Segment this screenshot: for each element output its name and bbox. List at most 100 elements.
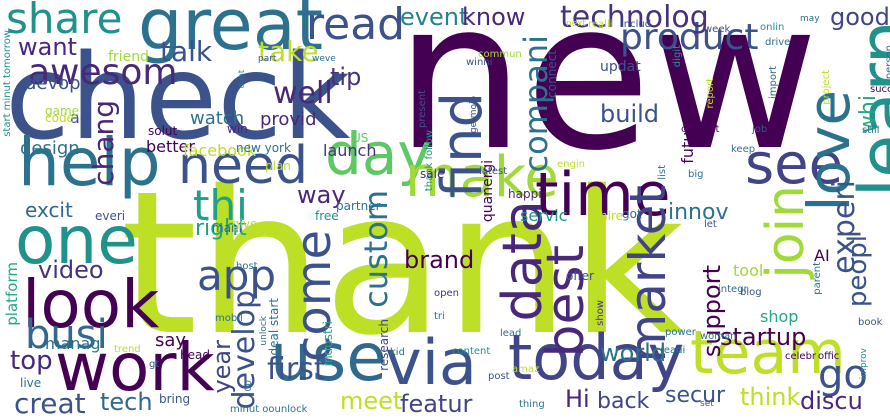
word-world: world [600, 339, 667, 367]
word-new: new [395, 0, 819, 196]
word-creat: creat [14, 387, 86, 420]
word-mani: mani [212, 221, 242, 235]
word-let: let [704, 219, 717, 230]
word-make: make [405, 145, 559, 210]
word-bring: bring [159, 392, 191, 406]
word-free: free [315, 209, 339, 223]
word-head: head [180, 348, 210, 362]
word-watch: watch [190, 108, 245, 129]
word-one: one [15, 202, 138, 279]
word-report: report [705, 78, 716, 109]
word-video: video [38, 256, 104, 284]
word-show: show [595, 300, 606, 326]
word-build: build [600, 100, 660, 128]
word-post: post [488, 371, 510, 382]
word-day: day [325, 120, 432, 188]
word-list: list [657, 165, 668, 180]
word-onlin: onlin [760, 22, 785, 33]
word-back: back [597, 389, 650, 414]
word-deal-start: deal start [267, 298, 281, 356]
word-provid: provid [260, 109, 317, 130]
word-want: want [18, 33, 77, 61]
word-right: right [195, 216, 247, 241]
word-time: time [535, 160, 671, 230]
word-thing: thing [519, 399, 545, 410]
word-technolog: technolog [560, 0, 709, 35]
word-platform: platform [3, 262, 21, 326]
word-top: top [10, 346, 53, 376]
word-celebr: celebr [785, 351, 817, 362]
word-ai: AI [814, 246, 830, 265]
word-hi: Hi [565, 385, 590, 413]
word-kid: kid [390, 347, 405, 358]
word-mobil: mobil [215, 313, 243, 324]
word-first: first [267, 352, 326, 387]
word-winni: winni [466, 57, 493, 68]
word-content: content [452, 346, 491, 357]
word-everi: everi [95, 209, 126, 223]
word-happi: happi [508, 187, 542, 201]
word-may: may [800, 14, 820, 24]
word-latest: latest [479, 166, 508, 177]
word-success: success [870, 84, 890, 95]
word-tech: tech [100, 388, 153, 416]
word-set: set [700, 399, 714, 409]
word-thank-follow: thank follow [424, 130, 435, 192]
word-solut: solut [148, 124, 178, 138]
word-project: project [821, 70, 832, 105]
word-keep: keep [731, 144, 756, 155]
word-amaz: amaz [512, 364, 540, 375]
word-launch: launch [323, 141, 377, 160]
word-take: take [258, 35, 319, 68]
word-new-york: new york [236, 141, 291, 155]
word-realli: realli [588, 19, 613, 30]
word-thi: thi [193, 181, 248, 230]
word-plan: plan [265, 159, 291, 173]
word-tip: tip [330, 63, 362, 91]
word-product: product [620, 17, 759, 58]
word-big: big [688, 169, 704, 180]
word-read: read [306, 0, 406, 50]
word-innov: innov [668, 200, 729, 225]
word-see: see [745, 132, 844, 197]
word-digit: digit [672, 45, 683, 68]
word-devop: devop [25, 73, 81, 94]
word-present: present [417, 90, 428, 129]
word-hire: hire [600, 209, 623, 223]
word-person: person [884, 45, 890, 80]
word-includ: includ [621, 19, 652, 30]
word-updat: updat [600, 59, 641, 75]
word-talk: talk [160, 35, 213, 68]
word-unlock: unlock [259, 316, 269, 346]
word-trend: trend [114, 344, 141, 355]
word-check: check [5, 28, 351, 166]
word-drive: drive [765, 37, 791, 48]
word-offic: offic [818, 351, 840, 362]
word-got: got [622, 207, 642, 221]
word-tool: tool [733, 261, 764, 280]
word-open: open [434, 288, 459, 299]
word-look: look [22, 266, 160, 343]
word-offer: offer [566, 269, 594, 283]
word-shop: shop [760, 307, 799, 326]
word-share: share [6, 0, 123, 43]
word-excit: excit [25, 198, 73, 222]
word-parent: parent [812, 262, 823, 295]
word-support: support [698, 265, 726, 358]
word-blog: blog [740, 287, 762, 298]
word-best: best [536, 245, 596, 358]
word-us: US [352, 131, 369, 145]
word-live: live [20, 376, 42, 390]
word-awesom: awesom [28, 52, 178, 93]
word-next: next [566, 19, 586, 29]
word-tri: tri [434, 311, 445, 322]
word-meet: meet [340, 387, 403, 415]
word-connect: connect [545, 50, 559, 98]
word-commun: commun [478, 49, 522, 60]
word-woman: woman [700, 331, 737, 342]
word-busi: busi [25, 312, 108, 358]
word-work: work [55, 329, 215, 406]
word-readi: readi [660, 345, 686, 356]
word-use: use [270, 319, 387, 396]
